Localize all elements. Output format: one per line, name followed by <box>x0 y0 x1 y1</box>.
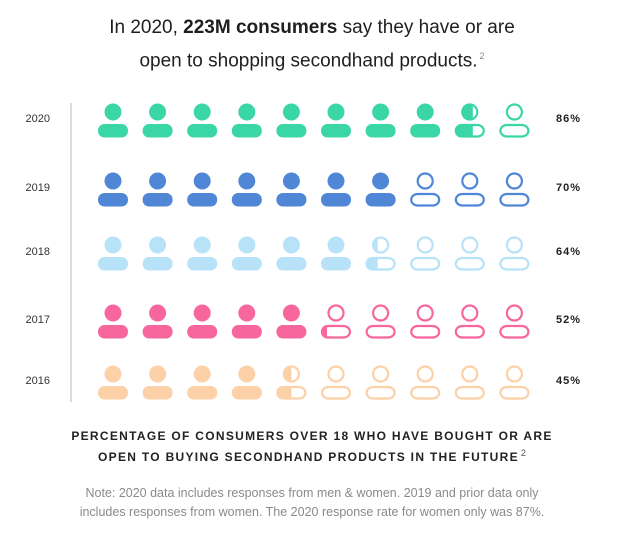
chart-caption: PERCENTAGE OF CONSUMERS OVER 18 WHO HAVE… <box>0 428 624 466</box>
title-footnote: 2 <box>479 51 485 61</box>
person-icon-outline <box>410 365 441 400</box>
title-line-1: In 2020, 223M consumers say they have or… <box>109 17 515 38</box>
person-icon-partial <box>320 304 352 339</box>
caption-line-2: OPEN TO BUYING SECONDHAND PRODUCTS IN TH… <box>98 448 526 464</box>
person-icon-outline <box>454 172 485 207</box>
person-icon-filled <box>231 304 262 339</box>
person-icon-filled <box>142 304 173 339</box>
person-icon-filled <box>187 172 218 207</box>
caption-footnote: 2 <box>520 448 526 458</box>
person-icon-outline <box>499 236 530 271</box>
person-icon-outline <box>365 304 396 339</box>
year-label: 2020 <box>26 113 50 125</box>
person-icon-partial <box>454 103 485 138</box>
chart-title: In 2020, 223M consumers say they have or… <box>0 14 624 75</box>
person-icon-filled <box>142 365 173 400</box>
person-icon-filled <box>231 365 262 400</box>
note-line-2: includes responses from women. The 2020 … <box>79 505 545 519</box>
percent-label: 52% <box>556 314 581 326</box>
person-icon-filled <box>276 304 307 339</box>
person-icon-filled <box>142 236 173 271</box>
person-icon-filled <box>276 172 307 207</box>
person-icon-outline <box>454 365 485 400</box>
person-icon-outline <box>410 236 441 271</box>
percent-label: 64% <box>556 246 581 258</box>
person-icon-filled <box>321 236 351 271</box>
person-icon-outline <box>410 304 441 339</box>
person-icon-filled <box>276 236 307 271</box>
percent-label: 86% <box>556 113 581 125</box>
person-icon-outline <box>320 365 352 400</box>
pictograph-row-2017: 2017 52% <box>26 304 581 339</box>
person-icon-filled <box>410 103 441 138</box>
pictograph-row-2018: 2018 64% <box>26 236 581 271</box>
person-icon-filled <box>365 103 396 138</box>
pictograph-chart: 2020 86% 2019 70% 2018 64% 2017 52% 2016 45% <box>26 103 581 402</box>
person-icon-outline <box>454 236 485 271</box>
person-icon-filled <box>98 304 128 339</box>
person-icon-filled <box>365 172 396 207</box>
chart-note: Note: 2020 data includes responses from … <box>60 484 564 522</box>
person-icon-partial <box>365 236 396 271</box>
person-icon-outline <box>499 103 530 138</box>
percent-label: 45% <box>556 375 581 387</box>
person-icon-filled <box>276 103 307 138</box>
title-highlight: 223M consumers <box>183 17 338 38</box>
person-icon-filled <box>321 172 351 207</box>
year-label: 2016 <box>26 375 50 387</box>
person-icon-outline <box>499 365 530 400</box>
title-line-2: open to shopping secondhand products. 2 <box>139 50 485 72</box>
caption-line-1: PERCENTAGE OF CONSUMERS OVER 18 WHO HAVE… <box>71 429 553 443</box>
person-icon-filled <box>98 236 128 271</box>
person-icon-outline <box>365 365 396 400</box>
person-icon-filled <box>187 304 218 339</box>
year-label: 2018 <box>26 246 50 258</box>
person-icon-filled <box>231 172 262 207</box>
person-icon-filled <box>187 365 218 400</box>
year-label: 2017 <box>26 314 50 326</box>
year-label: 2019 <box>26 182 50 194</box>
person-icon-filled <box>321 103 351 138</box>
person-icon-filled <box>142 103 173 138</box>
person-icon-partial <box>276 365 307 400</box>
note-line-1: Note: 2020 data includes responses from … <box>85 486 539 500</box>
person-icon-filled <box>142 172 173 207</box>
person-icon-filled <box>231 103 262 138</box>
pictograph-row-2020: 2020 86% <box>26 103 581 138</box>
person-icon-outline <box>410 172 441 207</box>
person-icon-filled <box>187 103 218 138</box>
person-icon-filled <box>98 103 128 138</box>
percent-label: 70% <box>556 182 581 194</box>
person-icon-filled <box>231 236 262 271</box>
pictograph-row-2019: 2019 70% <box>26 172 581 207</box>
person-icon-outline <box>499 172 530 207</box>
person-icon-outline <box>499 304 530 339</box>
pictograph-row-2016: 2016 45% <box>26 365 581 400</box>
person-icon-filled <box>187 236 218 271</box>
person-icon-filled <box>98 172 128 207</box>
person-icon-outline <box>454 304 485 339</box>
person-icon-filled <box>98 365 128 400</box>
